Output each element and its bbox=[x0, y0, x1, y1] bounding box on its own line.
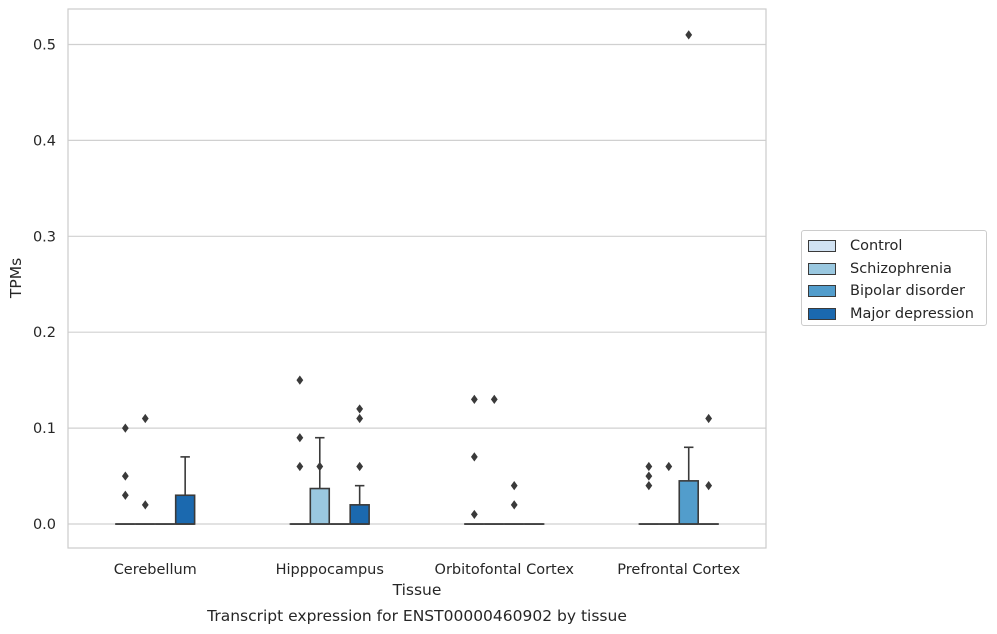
x-tick-label: Hipppocampus bbox=[276, 562, 384, 578]
outlier-point bbox=[141, 413, 149, 424]
box-bipolar-disorder bbox=[678, 446, 699, 525]
y-tick-label: 0.5 bbox=[33, 37, 56, 53]
gridlines bbox=[68, 43, 766, 525]
outlier-points bbox=[121, 30, 713, 520]
x-tick-labels: Cerebellum Hipppocampus Orbitofontal Corte… bbox=[114, 562, 741, 578]
outlier-point bbox=[645, 471, 653, 481]
outlier-point bbox=[141, 500, 149, 510]
legend-swatch-major-depression bbox=[808, 307, 836, 320]
outlier-point bbox=[356, 413, 364, 424]
legend-item-schizophrenia: Schizophrenia bbox=[808, 258, 986, 281]
outlier-point bbox=[316, 461, 324, 472]
box-major-depression bbox=[349, 484, 370, 525]
outlier-point bbox=[121, 471, 129, 481]
y-tick-labels: 0.0 0.1 0.2 0.3 0.4 0.5 bbox=[33, 37, 56, 533]
box-body bbox=[174, 494, 196, 525]
y-tick-label: 0.2 bbox=[33, 325, 56, 341]
outlier-point bbox=[296, 461, 304, 472]
legend: Control Schizophrenia Bipolar disorder M… bbox=[801, 230, 987, 326]
x-axis-label: Tissue bbox=[392, 581, 442, 599]
legend-swatch-schizophrenia bbox=[808, 262, 836, 275]
outlier-point bbox=[356, 461, 364, 472]
outlier-point bbox=[121, 490, 129, 500]
outlier-point bbox=[470, 452, 478, 462]
outlier-point bbox=[705, 413, 713, 424]
outlier-point bbox=[356, 404, 364, 414]
outlier-point bbox=[121, 423, 129, 433]
outlier-point bbox=[510, 481, 518, 491]
boxes bbox=[115, 436, 719, 525]
outlier-point bbox=[470, 509, 478, 520]
legend-label-control: Control bbox=[850, 238, 903, 255]
chart-caption: Transcript expression for ENST0000046090… bbox=[207, 607, 627, 625]
legend-swatch-bipolar-disorder bbox=[808, 285, 836, 298]
box-body bbox=[309, 487, 331, 525]
outlier-point bbox=[705, 481, 713, 491]
outlier-point bbox=[665, 461, 673, 472]
y-tick-label: 0.4 bbox=[33, 133, 56, 149]
box-major-depression bbox=[174, 456, 196, 525]
outlier-point bbox=[490, 394, 498, 404]
x-tick-label: Orbitofontal Cortex bbox=[435, 562, 575, 578]
legend-item-bipolar-disorder: Bipolar disorder bbox=[808, 280, 986, 303]
legend-swatch-control bbox=[808, 240, 836, 253]
outlier-point bbox=[510, 500, 518, 510]
legend-item-control: Control bbox=[808, 235, 986, 258]
legend-label-schizophrenia: Schizophrenia bbox=[850, 260, 952, 277]
legend-label-bipolar-disorder: Bipolar disorder bbox=[850, 283, 965, 300]
outlier-point bbox=[470, 394, 478, 404]
outlier-point bbox=[645, 461, 653, 472]
outlier-point bbox=[645, 481, 653, 491]
legend-item-major-depression: Major depression bbox=[808, 303, 986, 326]
outlier-point bbox=[296, 375, 304, 385]
outlier-point bbox=[296, 433, 304, 443]
y-tick-label: 0.1 bbox=[33, 421, 56, 437]
x-tick-label: Cerebellum bbox=[114, 562, 197, 578]
y-tick-label: 0.0 bbox=[33, 517, 56, 533]
outlier-point bbox=[685, 30, 693, 40]
legend-label-major-depression: Major depression bbox=[850, 305, 974, 322]
y-axis-label: TPMs bbox=[7, 258, 25, 299]
box-schizophrenia bbox=[309, 436, 331, 525]
plot-area-frame bbox=[67, 8, 767, 549]
x-tick-label: Prefrontal Cortex bbox=[617, 562, 740, 578]
box-body bbox=[678, 480, 699, 525]
y-tick-label: 0.3 bbox=[33, 229, 56, 245]
box-body bbox=[349, 504, 370, 525]
